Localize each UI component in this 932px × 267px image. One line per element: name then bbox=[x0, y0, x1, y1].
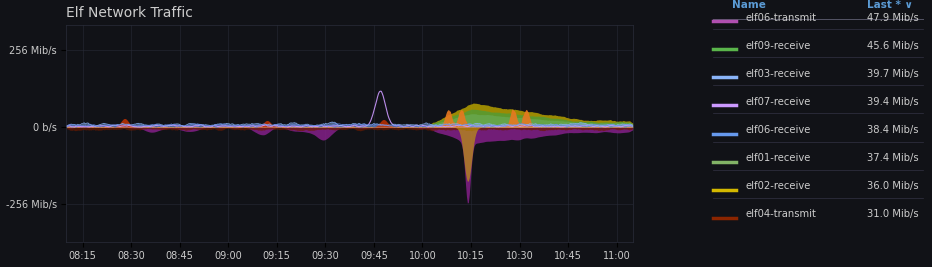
Text: Name: Name bbox=[732, 0, 765, 10]
Text: Last * ∨: Last * ∨ bbox=[867, 0, 912, 10]
Text: 38.4 Mib/s: 38.4 Mib/s bbox=[867, 125, 918, 135]
Text: 36.0 Mib/s: 36.0 Mib/s bbox=[867, 181, 918, 191]
Text: elf02-receive: elf02-receive bbox=[746, 181, 811, 191]
Text: Elf Network Traffic: Elf Network Traffic bbox=[66, 6, 193, 19]
Text: elf09-receive: elf09-receive bbox=[746, 41, 811, 51]
Text: elf03-receive: elf03-receive bbox=[746, 69, 811, 79]
Text: 39.4 Mib/s: 39.4 Mib/s bbox=[867, 97, 918, 107]
Text: 45.6 Mib/s: 45.6 Mib/s bbox=[867, 41, 919, 51]
Text: elf04-transmit: elf04-transmit bbox=[746, 209, 816, 219]
Text: elf06-receive: elf06-receive bbox=[746, 125, 811, 135]
Text: 37.4 Mib/s: 37.4 Mib/s bbox=[867, 153, 918, 163]
Text: 47.9 Mib/s: 47.9 Mib/s bbox=[867, 13, 919, 23]
Text: elf07-receive: elf07-receive bbox=[746, 97, 811, 107]
Text: 31.0 Mib/s: 31.0 Mib/s bbox=[867, 209, 918, 219]
Text: elf06-transmit: elf06-transmit bbox=[746, 13, 816, 23]
Text: 39.7 Mib/s: 39.7 Mib/s bbox=[867, 69, 919, 79]
Text: elf01-receive: elf01-receive bbox=[746, 153, 811, 163]
